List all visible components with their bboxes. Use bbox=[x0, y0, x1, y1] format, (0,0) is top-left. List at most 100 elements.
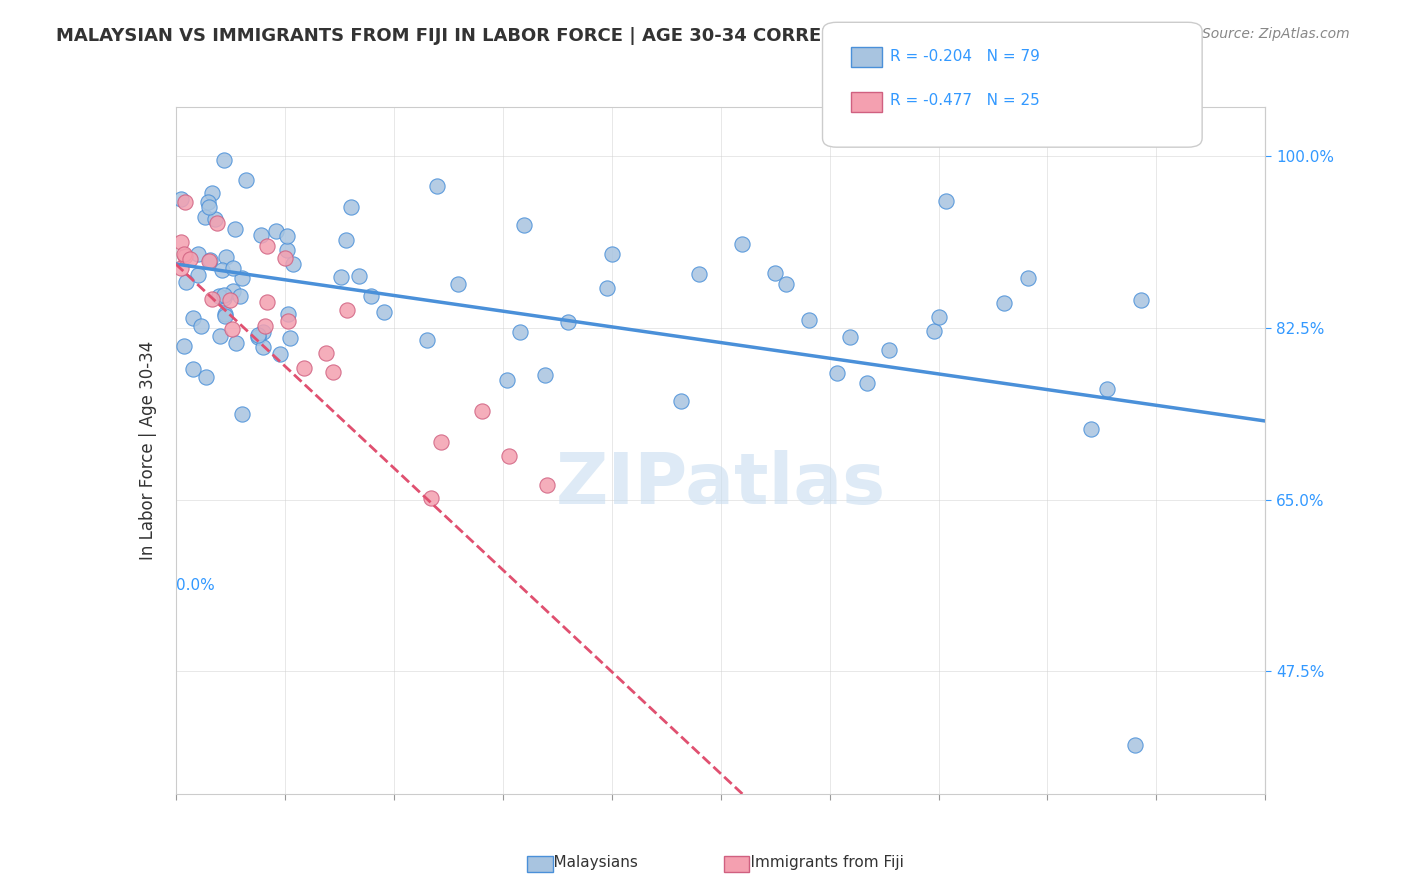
Point bbox=[204, 212, 226, 227]
Point bbox=[340, 201, 363, 215]
Point bbox=[1129, 293, 1152, 308]
Point bbox=[322, 365, 344, 379]
Point bbox=[222, 285, 245, 299]
Point bbox=[669, 394, 692, 409]
Point bbox=[218, 293, 240, 307]
Point bbox=[224, 221, 246, 235]
Point bbox=[173, 339, 195, 353]
Point bbox=[208, 289, 231, 303]
Point bbox=[212, 287, 235, 301]
Point bbox=[922, 324, 945, 338]
Point bbox=[278, 331, 301, 345]
Point bbox=[426, 178, 449, 193]
Point bbox=[231, 270, 253, 285]
Point bbox=[190, 318, 212, 333]
Point bbox=[276, 243, 298, 257]
Point bbox=[221, 321, 243, 335]
Point bbox=[266, 224, 288, 238]
Point bbox=[557, 315, 579, 329]
Point bbox=[281, 257, 304, 271]
Point bbox=[187, 247, 209, 261]
Point bbox=[763, 266, 786, 280]
Point bbox=[201, 186, 224, 200]
Point bbox=[347, 269, 370, 284]
Point bbox=[600, 247, 623, 261]
Point bbox=[879, 343, 901, 358]
Point bbox=[231, 408, 253, 422]
Point bbox=[225, 336, 247, 351]
Point bbox=[269, 347, 291, 361]
Point bbox=[198, 253, 221, 268]
Text: Malaysians: Malaysians bbox=[534, 855, 638, 870]
Point bbox=[170, 192, 193, 206]
Text: Source: ZipAtlas.com: Source: ZipAtlas.com bbox=[1202, 27, 1350, 41]
Point bbox=[595, 281, 617, 295]
Point bbox=[471, 404, 494, 418]
Point bbox=[274, 252, 297, 266]
Point bbox=[856, 376, 879, 390]
Text: R = -0.204   N = 79: R = -0.204 N = 79 bbox=[890, 49, 1040, 63]
Point bbox=[277, 313, 299, 327]
Point bbox=[292, 360, 315, 375]
Point bbox=[446, 277, 468, 291]
Point bbox=[222, 260, 245, 275]
Point bbox=[1080, 422, 1102, 436]
Point bbox=[197, 194, 219, 209]
Point bbox=[839, 330, 862, 344]
Point bbox=[254, 319, 277, 334]
Point bbox=[173, 249, 195, 263]
Point bbox=[429, 434, 451, 449]
Point bbox=[775, 277, 797, 291]
Point bbox=[208, 329, 231, 343]
Point bbox=[176, 275, 198, 289]
Point bbox=[187, 268, 209, 282]
Point bbox=[536, 478, 558, 492]
Point bbox=[228, 289, 250, 303]
Point bbox=[336, 302, 359, 317]
Point bbox=[256, 295, 278, 310]
Point bbox=[360, 289, 382, 303]
Point bbox=[181, 310, 204, 325]
Y-axis label: In Labor Force | Age 30-34: In Labor Force | Age 30-34 bbox=[139, 341, 157, 560]
Point bbox=[498, 449, 520, 463]
Point bbox=[252, 326, 274, 340]
Point bbox=[509, 325, 531, 339]
Point bbox=[250, 227, 273, 242]
Point bbox=[799, 313, 821, 327]
Point bbox=[173, 246, 195, 260]
Point bbox=[1018, 271, 1040, 285]
Point bbox=[329, 269, 352, 284]
Point bbox=[214, 309, 236, 323]
Point bbox=[277, 307, 299, 321]
Point bbox=[935, 194, 957, 208]
Point bbox=[201, 292, 224, 306]
Text: 0.0%: 0.0% bbox=[176, 577, 215, 592]
Point bbox=[416, 333, 439, 347]
Point bbox=[198, 254, 221, 268]
Point bbox=[688, 267, 710, 281]
Point bbox=[247, 329, 270, 343]
Text: MALAYSIAN VS IMMIGRANTS FROM FIJI IN LABOR FORCE | AGE 30-34 CORRELATION CHART: MALAYSIAN VS IMMIGRANTS FROM FIJI IN LAB… bbox=[56, 27, 969, 45]
Text: ZIPatlas: ZIPatlas bbox=[555, 450, 886, 519]
Point bbox=[211, 263, 233, 277]
Point bbox=[1123, 738, 1146, 752]
Point bbox=[335, 233, 357, 247]
Point bbox=[252, 340, 274, 354]
Point bbox=[928, 310, 950, 324]
Point bbox=[731, 237, 754, 252]
Point bbox=[179, 252, 201, 266]
Point bbox=[276, 228, 298, 243]
Point bbox=[174, 194, 197, 209]
Point bbox=[373, 304, 395, 318]
Point bbox=[212, 153, 235, 168]
Point bbox=[170, 235, 193, 249]
Point bbox=[181, 361, 204, 376]
Point bbox=[496, 373, 519, 387]
Point bbox=[993, 296, 1015, 310]
Point bbox=[315, 345, 337, 359]
Text: R = -0.477   N = 25: R = -0.477 N = 25 bbox=[890, 94, 1040, 108]
Point bbox=[215, 250, 238, 264]
Point bbox=[1097, 382, 1119, 396]
Point bbox=[420, 491, 443, 506]
Point bbox=[214, 307, 236, 321]
